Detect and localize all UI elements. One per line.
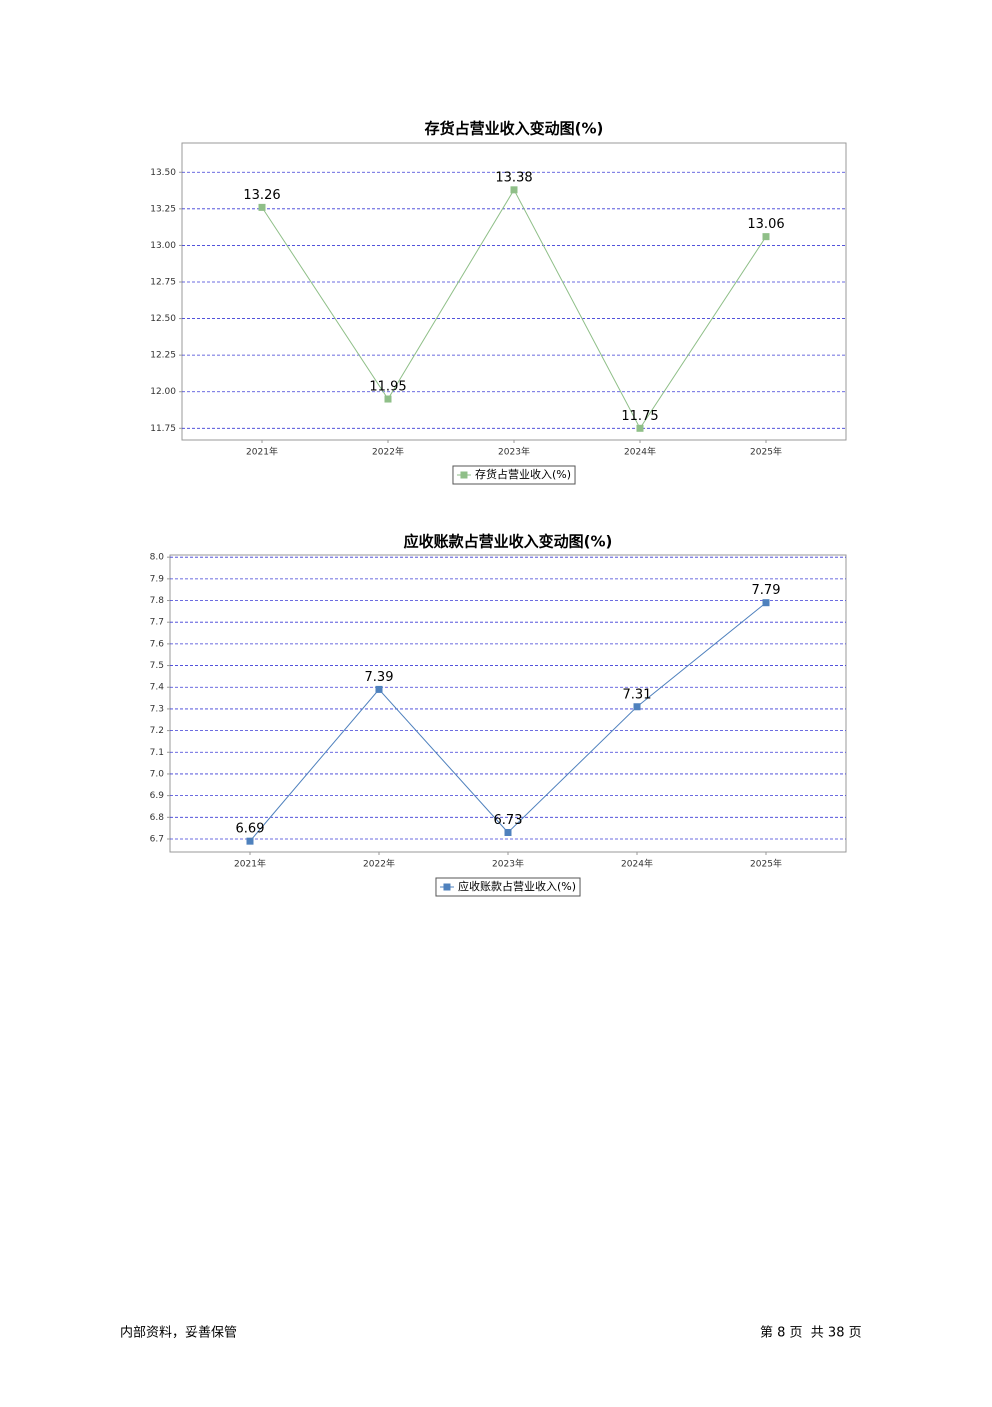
y-tick-label: 12.50 [150, 314, 176, 324]
y-tick-label: 8.0 [150, 553, 165, 563]
y-tick-label: 6.7 [150, 834, 164, 844]
y-tick-label: 7.2 [150, 726, 164, 736]
x-tick-label: 2021年 [246, 446, 278, 458]
legend: 存货占营业收入(%) [452, 465, 576, 485]
y-tick-label: 12.00 [150, 387, 176, 397]
value-label: 11.75 [621, 409, 658, 424]
value-label: 7.31 [623, 687, 652, 702]
legend-swatch [443, 883, 451, 891]
y-tick-label: 7.9 [150, 574, 165, 584]
y-tick-label: 7.3 [150, 704, 164, 714]
point-marker [246, 837, 254, 845]
x-tick-label: 2023年 [492, 858, 524, 870]
x-tick-label: 2022年 [363, 858, 395, 870]
x-tick-label: 2025年 [750, 446, 782, 458]
y-tick-label: 7.1 [150, 748, 164, 758]
value-label: 13.38 [495, 170, 532, 185]
footer-left: 内部资料，妥善保管 [120, 1325, 237, 1341]
point-marker [633, 703, 641, 711]
legend-label: 应收账款占营业收入(%) [458, 879, 576, 893]
value-label: 13.06 [747, 217, 784, 232]
value-label: 13.26 [243, 188, 280, 203]
legend-box [452, 465, 576, 485]
y-tick-label: 6.8 [150, 813, 165, 823]
value-label: 6.69 [236, 822, 265, 837]
y-tick-label: 13.25 [150, 204, 176, 214]
legend-label: 存货占营业收入(%) [475, 467, 571, 481]
plot-area [169, 554, 847, 853]
y-tick-label: 11.75 [150, 424, 176, 434]
y-tick-label: 12.75 [150, 277, 176, 287]
y-tick-label: 7.4 [150, 683, 165, 693]
point-marker [258, 203, 266, 211]
value-label: 7.39 [365, 670, 394, 685]
chart-title: 应收账款占营业收入变动图(%) [404, 533, 613, 551]
legend: 应收账款占营业收入(%) [435, 877, 581, 897]
point-marker [384, 395, 392, 403]
x-tick-label: 2025年 [750, 858, 782, 870]
value-label: 7.79 [752, 583, 781, 598]
point-marker [504, 828, 512, 836]
legend-box [435, 877, 581, 897]
x-tick-label: 2024年 [624, 446, 656, 458]
y-tick-label: 7.5 [150, 661, 164, 671]
point-marker [762, 233, 770, 241]
value-label: 6.73 [494, 813, 523, 828]
footer-right: 第 8 页 共 38 页 [760, 1326, 862, 1341]
y-tick-label: 7.7 [150, 618, 164, 628]
point-marker [636, 424, 644, 432]
y-tick-label: 6.9 [150, 791, 165, 801]
y-tick-label: 13.50 [150, 168, 176, 178]
chart-title: 存货占营业收入变动图(%) [425, 120, 604, 138]
y-tick-label: 12.25 [150, 351, 176, 361]
x-tick-label: 2021年 [234, 858, 266, 870]
point-marker [375, 685, 383, 693]
y-tick-label: 13.00 [150, 241, 176, 251]
x-tick-label: 2022年 [372, 446, 404, 458]
x-tick-label: 2023年 [498, 446, 530, 458]
x-tick-label: 2024年 [621, 858, 653, 870]
value-label: 11.95 [369, 380, 406, 395]
legend-swatch [460, 471, 468, 479]
y-tick-label: 7.8 [150, 596, 165, 606]
point-marker [510, 186, 518, 194]
y-tick-label: 7.6 [150, 639, 165, 649]
y-tick-label: 7.0 [150, 769, 165, 779]
point-marker [762, 599, 770, 607]
